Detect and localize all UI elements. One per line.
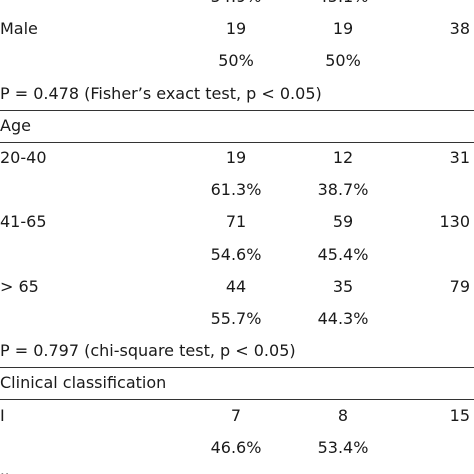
test-note: P = 0.797 (chi-square test, p < 0.05) <box>0 341 296 361</box>
section-header: Clinical classification <box>0 373 167 393</box>
percent-cell: 45.4% <box>317 244 369 264</box>
row-label: > 65 <box>0 276 39 296</box>
count-cell: 35 <box>332 276 354 296</box>
row-label: I <box>0 405 5 425</box>
percent-cell: 53.4% <box>317 437 369 457</box>
section-rule <box>0 109 474 111</box>
row-label: II <box>0 470 9 474</box>
count-cell: 38 <box>449 19 470 39</box>
count-cell: 130 <box>439 212 470 232</box>
section-header: Age <box>0 115 31 135</box>
section-rule <box>0 141 474 143</box>
section-rule <box>0 399 474 401</box>
row-label: Male <box>0 19 38 39</box>
count-cell: 59 <box>332 212 354 232</box>
percent-cell: 45.1% <box>303 0 383 7</box>
count-cell: 8 <box>337 405 349 425</box>
count-cell: 15 <box>449 405 470 425</box>
count-cell: 19 <box>332 19 354 39</box>
count-cell: 44 <box>225 276 247 296</box>
percent-cell: 50% <box>325 51 361 71</box>
count-cell: 79 <box>449 276 470 296</box>
percent-cell: 50% <box>218 51 254 71</box>
count-cell: 7 <box>230 405 242 425</box>
percent-cell: 55.7% <box>210 309 262 328</box>
test-note: P = 0.478 (Fisher’s exact test, p < 0.05… <box>0 83 322 103</box>
count-cell: 71 <box>225 212 247 232</box>
percent-cell: 54.9% <box>196 0 276 7</box>
row-label: 41-65 <box>0 212 47 232</box>
percent-cell: 61.3% <box>210 180 262 200</box>
percent-cell: 44.3% <box>317 309 369 328</box>
percent-cell: 38.7% <box>317 180 369 200</box>
row-label: 20-40 <box>0 148 47 167</box>
section-rule <box>0 367 474 369</box>
percent-cell: 46.6% <box>210 437 262 457</box>
percent-cell: 54.6% <box>210 244 262 264</box>
count-cell: 19 <box>225 19 247 39</box>
count-cell: 19 <box>225 148 247 167</box>
count-cell: 31 <box>449 148 470 167</box>
count-cell: 12 <box>332 148 354 167</box>
